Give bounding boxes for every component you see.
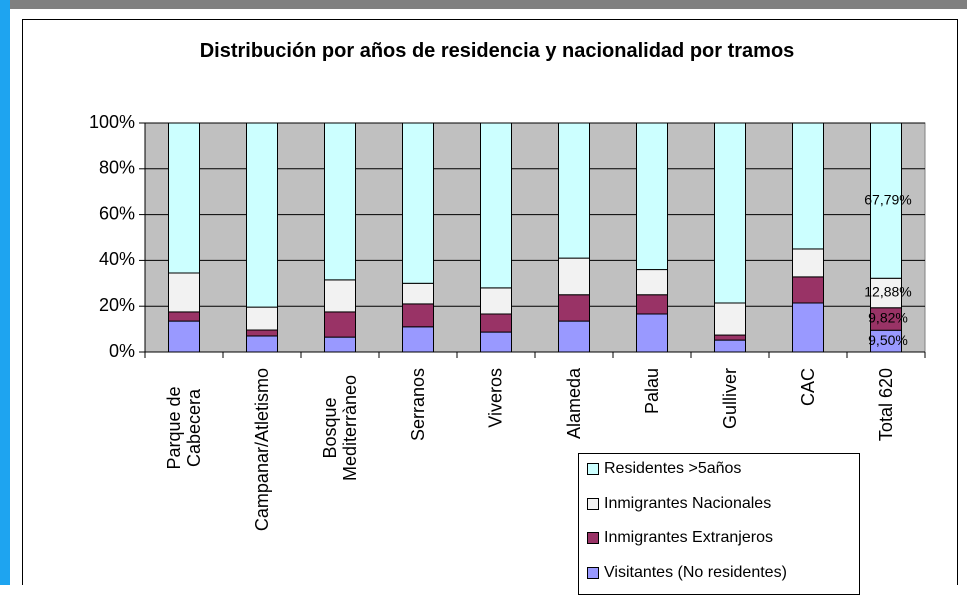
left-bar bbox=[0, 0, 10, 585]
bar-segment bbox=[558, 320, 590, 353]
bar-segment bbox=[324, 279, 356, 313]
bar-segment bbox=[870, 122, 902, 279]
legend-item: Inmigrantes Nacionales bbox=[587, 493, 771, 515]
legend: Residentes >5años Inmigrantes Nacionales I… bbox=[578, 453, 860, 595]
x-tick-label: Alameda bbox=[564, 368, 584, 440]
bar-segment bbox=[246, 122, 278, 308]
bar-segment bbox=[480, 287, 512, 315]
x-tick-label: Bosque Mediterràneo bbox=[320, 374, 360, 482]
bar-segment bbox=[714, 339, 746, 353]
value-label: 9,50% bbox=[868, 332, 908, 348]
legend-label: Inmigrantes Nacionales bbox=[604, 494, 772, 512]
value-label: 12,88% bbox=[864, 284, 911, 300]
y-tick-label: 80% bbox=[99, 158, 135, 178]
bar-segment bbox=[324, 311, 356, 338]
legend-swatch bbox=[587, 463, 599, 475]
bar-segment bbox=[480, 122, 512, 289]
x-tick-label: Total 620 bbox=[876, 368, 896, 442]
x-tick-label: Parque de Cabecera bbox=[164, 386, 204, 470]
legend-label: Residentes >5años bbox=[604, 460, 742, 477]
legend-swatch bbox=[587, 532, 599, 544]
value-label: 9,82% bbox=[868, 310, 908, 326]
x-tick-label: Campanar/Atletismo bbox=[252, 368, 272, 532]
bar-segment bbox=[792, 122, 824, 250]
bar-segment bbox=[636, 269, 668, 296]
x-tick-label: Palau bbox=[642, 368, 662, 415]
value-label: 67,79% bbox=[864, 191, 911, 207]
legend-swatch bbox=[587, 566, 599, 579]
bar-segment bbox=[792, 302, 824, 353]
bar-segment bbox=[792, 248, 824, 278]
legend-item: Visitantes (No residentes) bbox=[587, 562, 787, 584]
legend-item: Residentes >5años bbox=[587, 458, 741, 480]
x-tick-label: Gulliver bbox=[720, 368, 740, 430]
bar-segment bbox=[402, 303, 434, 328]
bar-segment bbox=[324, 122, 356, 281]
bar-segment bbox=[480, 313, 512, 333]
bar-segment bbox=[558, 257, 590, 296]
legend-label: Inmigrantes Extranjeros bbox=[604, 529, 773, 546]
x-tick-label: Viveros bbox=[486, 368, 506, 428]
top-bar bbox=[0, 0, 967, 9]
bar-segment bbox=[168, 122, 200, 274]
bar-segment bbox=[870, 277, 902, 309]
bar-segment bbox=[636, 122, 668, 271]
bar-segment bbox=[402, 282, 434, 305]
bar-segment bbox=[324, 336, 356, 353]
bar-segment bbox=[246, 306, 278, 331]
bar-segment bbox=[168, 311, 200, 322]
bar-segment bbox=[714, 334, 746, 341]
bar-segment bbox=[246, 335, 278, 353]
chart-title: Distribución por años de residencia y na… bbox=[199, 40, 795, 62]
legend-swatch bbox=[587, 497, 599, 510]
bar-segment bbox=[558, 294, 590, 322]
bar-segment bbox=[792, 276, 824, 304]
bar-segment bbox=[714, 302, 746, 336]
bar-segment bbox=[168, 272, 200, 313]
y-tick-label: 100% bbox=[89, 112, 135, 132]
bar-segment bbox=[168, 320, 200, 353]
legend-label: Visitantes (No residentes) bbox=[604, 563, 787, 581]
x-tick-label: Serranos bbox=[408, 368, 428, 442]
y-tick-label: 0% bbox=[109, 341, 135, 361]
y-tick-label: 20% bbox=[99, 295, 135, 315]
bar-segment bbox=[636, 294, 668, 315]
bar-segment bbox=[402, 122, 434, 284]
bar-segment bbox=[402, 326, 434, 353]
bar-segment bbox=[246, 329, 278, 337]
x-tick-label: CAC bbox=[798, 368, 818, 407]
legend-item: Inmigrantes Extranjeros bbox=[587, 527, 773, 549]
y-tick-label: 40% bbox=[99, 249, 135, 269]
bar-segment bbox=[480, 331, 512, 353]
bar-segment bbox=[636, 313, 668, 353]
y-tick-label: 60% bbox=[99, 203, 135, 223]
bar-segment bbox=[558, 122, 590, 259]
bar-segment bbox=[714, 122, 746, 304]
